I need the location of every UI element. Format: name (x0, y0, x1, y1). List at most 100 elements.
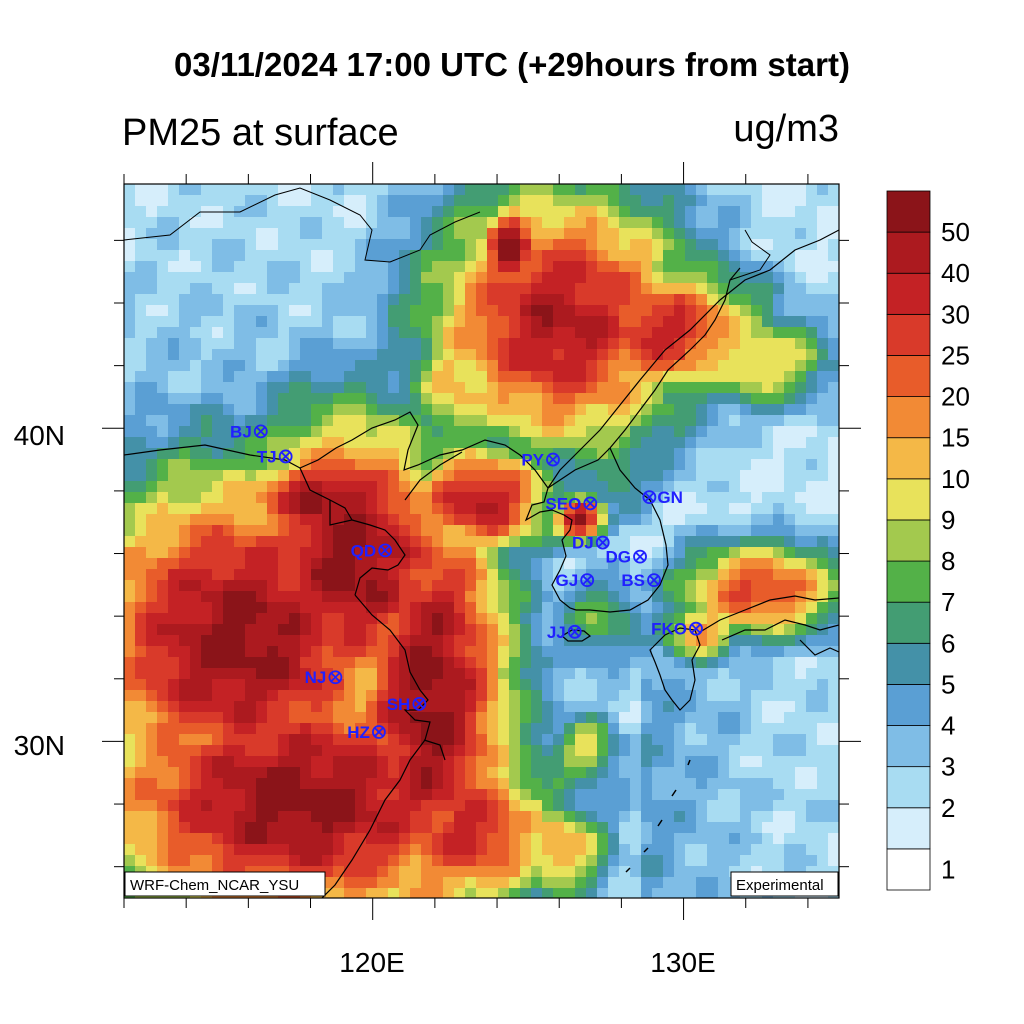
field-cell (344, 250, 356, 262)
field-cell (630, 877, 642, 889)
field-cell (333, 217, 345, 229)
field-cell (795, 569, 807, 581)
field-cell (795, 272, 807, 284)
field-cell (135, 239, 147, 251)
field-cell (806, 338, 818, 350)
field-cell (190, 514, 202, 526)
field-cell (388, 481, 400, 493)
field-cell (608, 261, 620, 273)
field-cell (773, 382, 785, 394)
field-cell (795, 492, 807, 504)
field-cell (432, 492, 444, 504)
field-cell (443, 525, 455, 537)
field-cell (619, 294, 631, 306)
field-cell (630, 338, 642, 350)
field-cell (619, 283, 631, 295)
field-cell (388, 371, 400, 383)
field-cell (465, 250, 477, 262)
field-cell (388, 459, 400, 471)
field-cell (267, 503, 279, 515)
field-cell (410, 811, 422, 823)
field-cell (773, 646, 785, 658)
field-cell (300, 327, 312, 339)
field-cell (762, 602, 774, 614)
field-cell (476, 294, 488, 306)
field-cell (751, 800, 763, 812)
field-cell (740, 701, 752, 713)
field-cell (146, 668, 158, 680)
field-cell (146, 778, 158, 790)
field-cell (762, 481, 774, 493)
field-cell (476, 316, 488, 328)
field-cell (377, 184, 389, 196)
field-cell (795, 261, 807, 273)
field-cell (795, 701, 807, 713)
field-cell (652, 525, 664, 537)
field-cell (267, 745, 279, 757)
field-cell (795, 294, 807, 306)
field-cell (190, 536, 202, 548)
field-cell (674, 580, 686, 592)
field-cell (553, 415, 565, 427)
field-cell (498, 492, 510, 504)
field-cell (729, 558, 741, 570)
field-cell (256, 349, 268, 361)
field-cell (476, 338, 488, 350)
field-cell (344, 206, 356, 218)
field-cell (817, 811, 829, 823)
field-cell (817, 305, 829, 317)
field-cell (245, 624, 257, 636)
field-cell (388, 811, 400, 823)
field-cell (355, 217, 367, 229)
field-cell (773, 679, 785, 691)
field-cell (146, 228, 158, 240)
field-cell (333, 657, 345, 669)
field-cell (817, 217, 829, 229)
field-cell (828, 272, 839, 284)
field-cell (795, 525, 807, 537)
field-cell (223, 261, 235, 273)
field-cell (696, 503, 708, 515)
field-cell (432, 569, 444, 581)
field-cell (608, 382, 620, 394)
field-cell (509, 613, 521, 625)
field-cell (751, 822, 763, 834)
field-cell (740, 789, 752, 801)
field-cell (278, 668, 290, 680)
field-cell (531, 679, 543, 691)
field-cell (729, 624, 741, 636)
field-cell (630, 448, 642, 460)
field-cell (498, 558, 510, 570)
field-cell (322, 569, 334, 581)
field-cell (575, 767, 587, 779)
field-cell (201, 514, 213, 526)
field-cell (685, 877, 697, 889)
field-cell (344, 789, 356, 801)
field-cell (630, 525, 642, 537)
field-cell (278, 657, 290, 669)
field-cell (289, 591, 301, 603)
field-cell (124, 811, 136, 823)
field-cell (421, 844, 433, 856)
field-cell (784, 228, 796, 240)
field-cell (267, 327, 279, 339)
field-cell (201, 294, 213, 306)
field-cell (322, 283, 334, 295)
field-cell (729, 393, 741, 405)
field-cell (663, 228, 675, 240)
field-cell (663, 184, 675, 196)
field-cell (322, 195, 334, 207)
field-cell (234, 547, 246, 559)
field-cell (355, 844, 367, 856)
field-cell (388, 866, 400, 878)
field-cell (355, 723, 367, 735)
field-cell (487, 613, 499, 625)
field-cell (267, 646, 279, 658)
field-cell (179, 360, 191, 372)
field-cell (267, 778, 279, 790)
field-cell (322, 668, 334, 680)
field-cell (432, 371, 444, 383)
field-cell (432, 591, 444, 603)
field-cell (564, 580, 576, 592)
field-cell (509, 503, 521, 515)
